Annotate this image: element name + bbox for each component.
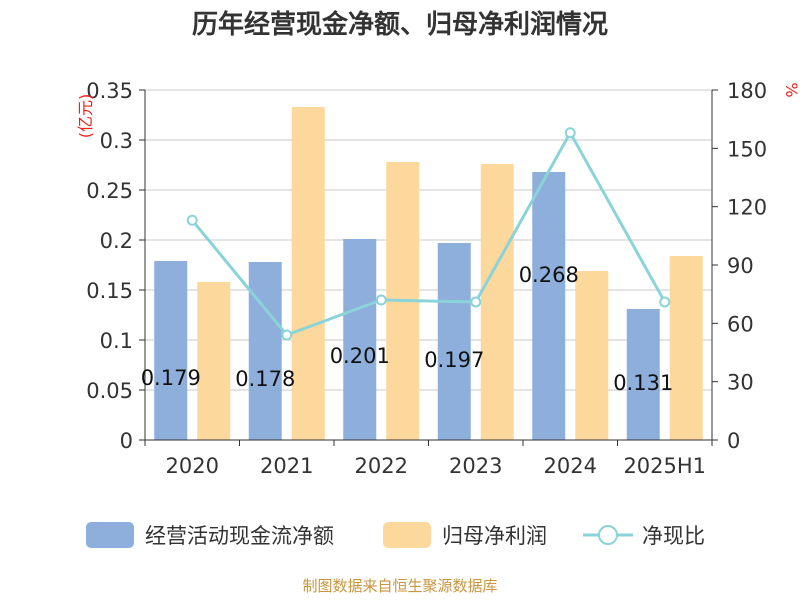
left-axis-tick-label: 0.1 (100, 329, 133, 353)
ratio-line (191, 129, 667, 337)
right-axis-tick-label: 0 (727, 429, 740, 453)
bar-operating-cash-flow (154, 261, 188, 440)
bar-net-profit (291, 107, 325, 440)
data-label: 0.131 (613, 371, 673, 395)
data-label: 0.179 (141, 366, 201, 390)
legend-swatch-ratio-marker (598, 525, 618, 545)
ratio-line-layer (186, 127, 671, 341)
right-axis-tick-label: 30 (727, 371, 754, 395)
left-axis-unit-label: (亿元) (76, 94, 95, 139)
bar-net-profit (197, 282, 231, 440)
bar-operating-cash-flow (626, 309, 660, 440)
ratio-point (186, 214, 198, 226)
x-axis-tick-label: 2023 (449, 454, 502, 478)
legend-label-net-profit: 归母净利润 (442, 524, 547, 548)
ratio-point (375, 294, 387, 306)
bar-operating-cash-flow (437, 243, 471, 440)
data-label: 0.268 (519, 263, 579, 287)
axes: 0 0.05 0.1 0.15 0.2 0.25 0.3 0.35 0 30 60 90 120 150 1… (86, 79, 767, 478)
right-axis-tick-label: 60 (727, 312, 754, 336)
left-axis-tick-label: 0.05 (86, 379, 133, 403)
data-label: 0.197 (424, 348, 484, 372)
ratio-point (564, 127, 576, 139)
right-axis-tick-label: 90 (727, 254, 754, 278)
right-axis-tick-label: 180 (727, 79, 767, 103)
bar-net-profit (575, 271, 609, 440)
x-axis-tick-label: 2025H1 (623, 454, 706, 478)
legend-swatch-operating-cash-flow (86, 522, 134, 548)
right-axis-unit-label: % (782, 82, 800, 97)
grid-lines (145, 89, 712, 391)
legend-label-ratio: 净现比 (642, 524, 705, 548)
legend-swatch-net-profit (383, 522, 431, 548)
ratio-point (470, 296, 482, 308)
chart-title: 历年经营现金净额、归母净利润情况 (192, 9, 608, 40)
left-axis-tick-label: 0.25 (86, 179, 133, 203)
right-axis-tick-label: 120 (727, 196, 767, 220)
x-axis-tick-label: 2024 (544, 454, 597, 478)
ratio-point (659, 296, 671, 308)
source-note: 制图数据来自恒生聚源数据库 (302, 577, 497, 595)
left-axis-tick-label: 0.3 (100, 129, 133, 153)
left-axis-tick-label: 0.35 (86, 79, 133, 103)
ratio-point (281, 329, 293, 341)
legend-label-operating-cash-flow: 经营活动现金流净额 (145, 524, 334, 548)
bar-operating-cash-flow (532, 172, 566, 440)
bar-operating-cash-flow (248, 262, 282, 440)
x-axis-tick-label: 2020 (166, 454, 219, 478)
bar-operating-cash-flow (343, 239, 377, 440)
right-axis-tick-label: 150 (727, 137, 767, 161)
data-label: 0.178 (235, 367, 295, 391)
legend: 经营活动现金流净额 归母净利润 净现比 (86, 522, 705, 548)
left-axis-tick-label: 0 (120, 429, 133, 453)
bar-net-profit (669, 256, 703, 440)
left-axis-tick-label: 0.15 (86, 279, 133, 303)
data-labels: 0.179 0.178 0.201 0.197 0.268 0.131 (141, 263, 674, 395)
x-axis-tick-label: 2021 (260, 454, 313, 478)
x-axis-tick-label: 2022 (355, 454, 408, 478)
data-label: 0.201 (330, 344, 390, 368)
bar-net-profit (480, 164, 514, 440)
left-axis-tick-label: 0.2 (100, 229, 133, 253)
